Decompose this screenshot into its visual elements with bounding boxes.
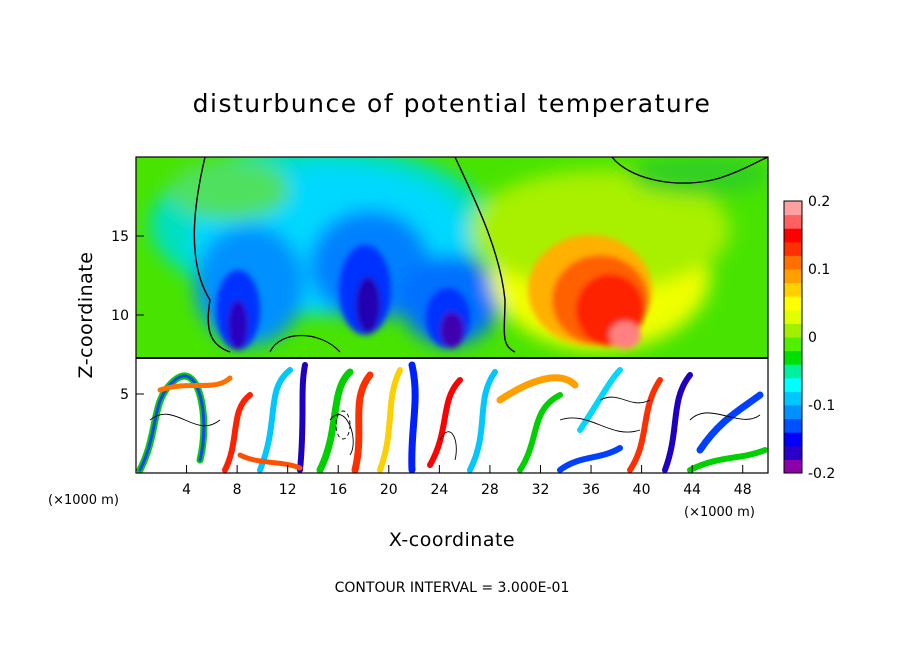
x-tick-label: 12 [279,482,297,498]
colorbar-segment [784,459,802,474]
colorbar-tick-label: 0.2 [808,194,830,210]
x-axis-label: X-coordinate [389,529,515,551]
x-tick-label: 8 [233,482,242,498]
x-tick-label: 44 [683,482,701,498]
colorbar-segment [784,323,802,338]
colorbar-segment [784,418,802,433]
colorbar-segment [784,309,802,324]
x-tick-label: 20 [380,482,398,498]
colorbar-segment [784,228,802,243]
colorbar: 0.2 0.1 0 -0.1 -0.2 [783,194,835,482]
colorbar-segment [784,337,802,352]
colorbar-segment [784,214,802,229]
chart-title: disturbunce of potential temperature [193,89,712,118]
colorbar-frame [783,200,803,474]
y-tick-label: 10 [111,308,129,324]
colorbar-segment [784,269,802,284]
colorbar-tick-label: 0.1 [808,262,830,278]
x-tick-label: 4 [182,482,191,498]
colorbar-segment [784,432,802,447]
x-tick-label: 36 [582,482,600,498]
colorbar-segment [784,405,802,420]
colorbar-segment [784,377,802,392]
colorbar-tick-label: 0 [808,330,817,346]
cool-cores [216,245,470,350]
colorbar-segment [784,364,802,379]
x-tick-label: 28 [481,482,499,498]
y-axis: 5 10 15 [111,229,144,403]
y-tick-label: 5 [120,387,129,403]
upper-field [136,157,768,358]
x-tick-label: 32 [532,482,550,498]
colorbar-segment [784,241,802,256]
x-tick-label: 24 [430,482,448,498]
colorbar-segment [784,350,802,365]
lower-field [136,358,768,473]
x-axis: 4 8 12 16 20 24 28 32 36 40 44 48 [182,465,752,498]
colorbar-segment [784,445,802,460]
x-tick-label: 48 [734,482,752,498]
y-tick-label: 15 [111,229,129,245]
x-unit-label-right: (×1000 m) [684,505,755,520]
x-tick-label: 16 [329,482,347,498]
colorbar-segment [784,296,802,311]
colorbar-tick-label: -0.1 [808,398,835,414]
warm-core [528,235,652,349]
contour-interval-note: CONTOUR INTERVAL = 3.000E-01 [335,580,570,596]
x-unit-label-left: (×1000 m) [48,493,119,508]
colorbar-segment [784,255,802,270]
y-axis-label: Z-coordinate [75,252,97,379]
colorbar-segment [784,201,802,216]
colorbar-segment [784,282,802,297]
x-tick-label: 40 [633,482,651,498]
colorbar-tick-label: -0.2 [808,466,835,482]
colorbar-segment [784,391,802,406]
